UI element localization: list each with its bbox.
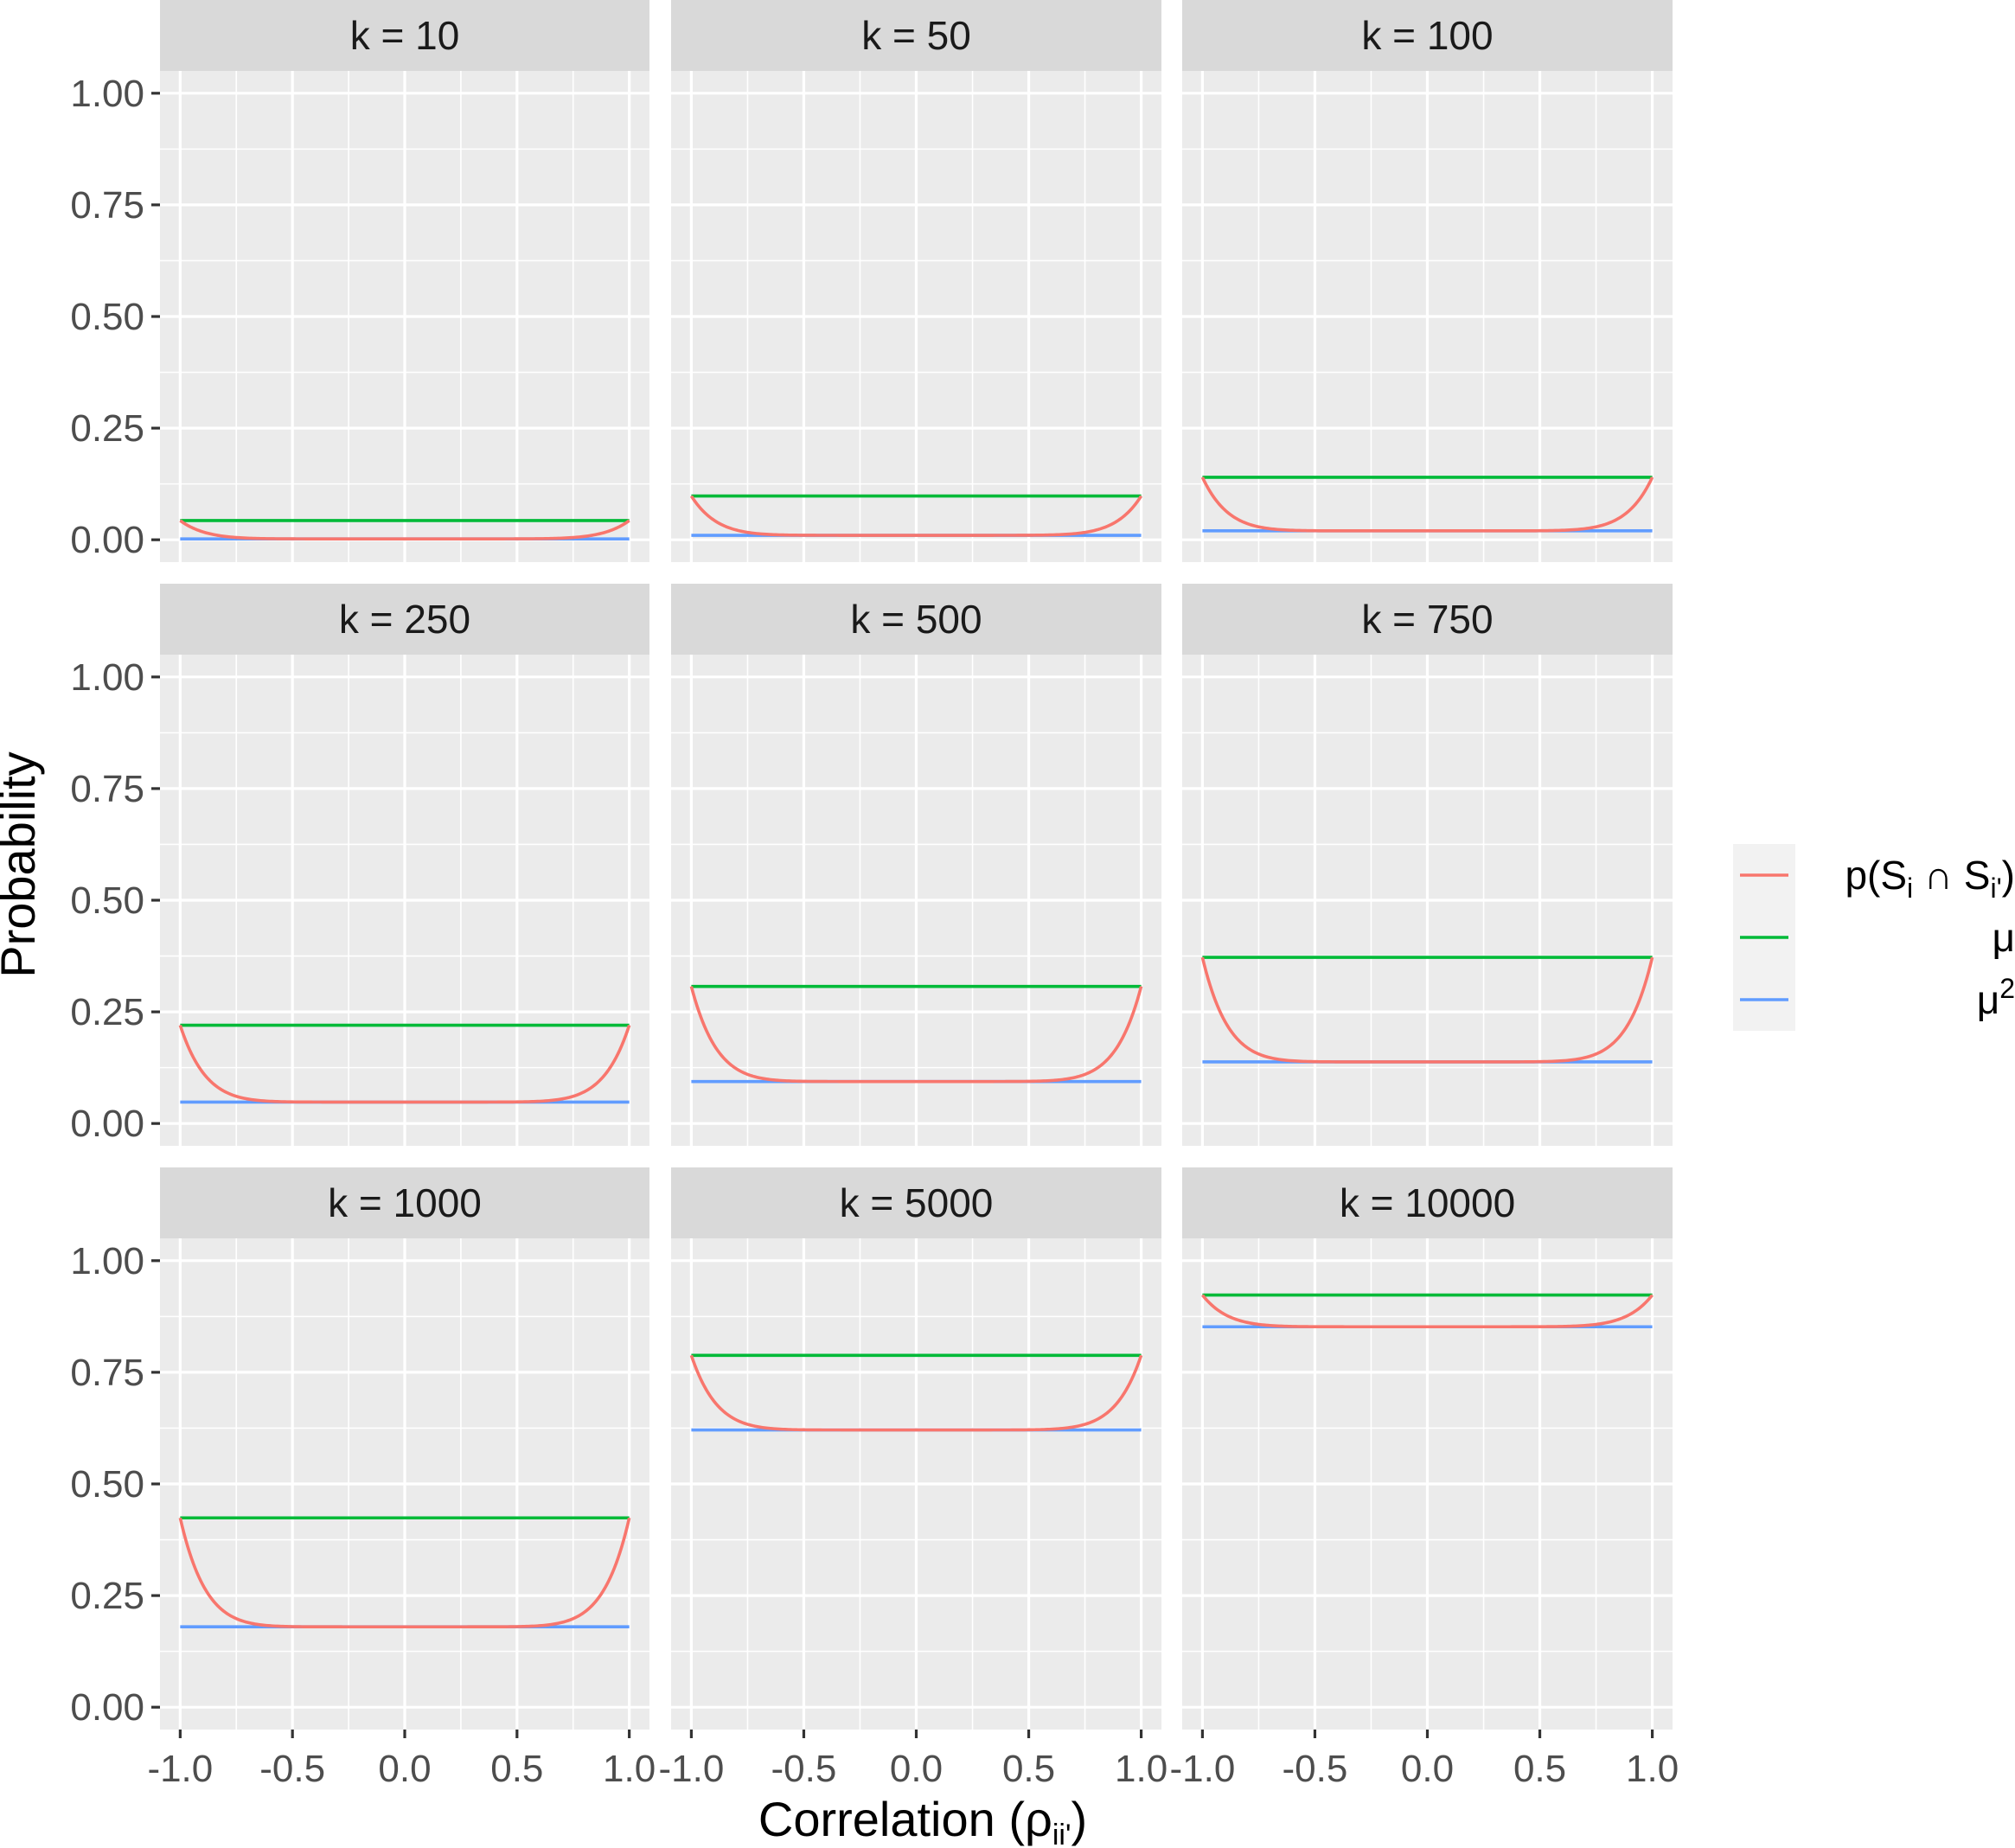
x-axis-title-close: ) <box>1071 1792 1087 1846</box>
series-p-curve <box>179 519 630 540</box>
series-p-curve <box>1201 1294 1654 1329</box>
x-tick-label: -1.0 <box>1169 1748 1235 1790</box>
y-tick-label: 0.50 <box>70 879 144 922</box>
x-tick-label: -0.5 <box>1283 1748 1348 1790</box>
x-tick-label: 0.5 <box>1002 1748 1055 1790</box>
y-tick-label: 0.00 <box>70 519 144 561</box>
x-tick-label: 1.0 <box>603 1748 656 1790</box>
facet-strip-label: k = 1000 <box>328 1180 482 1225</box>
y-tick-label: 0.50 <box>70 1463 144 1506</box>
panel: k = 100 <box>1182 0 1673 562</box>
series-p-curve <box>178 1517 631 1629</box>
x-axis-title-sub: ii' <box>1052 1819 1071 1848</box>
y-tick-label: 0.50 <box>70 296 144 338</box>
facet-strip-label: k = 10000 <box>1340 1180 1515 1225</box>
facet-strip <box>671 584 1161 655</box>
x-tick-label: -0.5 <box>771 1748 837 1790</box>
panel: k = 1000 <box>160 1167 649 1730</box>
facet-strip-label: k = 250 <box>339 597 470 642</box>
facet-strip-label: k = 10 <box>350 13 460 58</box>
x-tick-label: 0.0 <box>378 1748 431 1790</box>
x-axis-title-main: Correlation (ρ <box>758 1792 1052 1846</box>
series-p-curve <box>1200 476 1654 533</box>
facet-strip-label: k = 50 <box>861 13 971 58</box>
facet-strip <box>160 1167 649 1238</box>
legend: p(Si ∩ Si') μ μ2 <box>1733 844 2015 1031</box>
series-p-curve <box>689 986 1143 1084</box>
panel: k = 750 <box>1182 584 1673 1146</box>
facet-strip <box>1182 1167 1673 1238</box>
x-tick-label: 1.0 <box>1115 1748 1167 1790</box>
facet-strip <box>671 0 1161 71</box>
y-tick-label: 0.75 <box>70 1352 144 1394</box>
panel: k = 500 <box>671 584 1161 1146</box>
facet-strip-label: k = 500 <box>850 597 982 642</box>
legend-label-p: p(Si ∩ Si') <box>1845 853 2015 904</box>
facet-strip-label: k = 5000 <box>840 1180 994 1225</box>
series-p-curve <box>689 495 1143 537</box>
y-tick-label: 0.25 <box>70 407 144 450</box>
x-tick-label: -1.0 <box>658 1748 724 1790</box>
x-tick-label: 0.5 <box>1513 1748 1566 1790</box>
x-tick-label: 0.5 <box>490 1748 543 1790</box>
legend-label-mu: μ <box>1992 915 2015 960</box>
panel: k = 50 <box>671 0 1161 562</box>
facet-strip-label: k = 750 <box>1361 597 1493 642</box>
x-tick-label: -1.0 <box>147 1748 213 1790</box>
y-tick-label: 0.75 <box>70 184 144 227</box>
facet-strip-label: k = 100 <box>1361 13 1493 58</box>
x-tick-label: -0.5 <box>259 1748 325 1790</box>
facet-strip <box>160 584 649 655</box>
x-tick-label: 1.0 <box>1626 1748 1679 1790</box>
y-tick-label: 1.00 <box>70 1240 144 1282</box>
panel: k = 10 <box>160 0 649 562</box>
y-tick-label: 0.25 <box>70 991 144 1033</box>
axes-layer: 0.000.250.500.751.000.000.250.500.751.00… <box>70 73 1679 1790</box>
x-tick-label: 0.0 <box>890 1748 943 1790</box>
y-tick-label: 0.00 <box>70 1686 144 1729</box>
facet-strip <box>160 0 649 71</box>
x-axis-title: Correlation (ρii') <box>758 1792 1087 1848</box>
facet-strip <box>1182 584 1673 655</box>
facet-strip <box>1182 0 1673 71</box>
y-axis-title: Probability <box>0 751 45 977</box>
x-tick-label: 0.0 <box>1401 1748 1454 1790</box>
panel: k = 10000 <box>1182 1167 1673 1730</box>
panel: k = 250 <box>160 584 649 1146</box>
y-tick-label: 1.00 <box>70 656 144 699</box>
y-tick-label: 0.75 <box>70 768 144 810</box>
series-p-curve <box>689 1354 1143 1432</box>
panels-layer: k = 10 k = 50 k = 100 k = 250 k = 500 k = 750… <box>160 0 1673 1730</box>
y-tick-label: 0.25 <box>70 1575 144 1617</box>
y-tick-label: 0.00 <box>70 1103 144 1145</box>
series-p-curve <box>1200 956 1654 1064</box>
panel: k = 5000 <box>671 1167 1161 1730</box>
y-tick-label: 1.00 <box>70 73 144 115</box>
facet-strip <box>671 1167 1161 1238</box>
legend-label-mu2: μ2 <box>1977 973 2015 1022</box>
series-p-curve <box>178 1025 631 1104</box>
